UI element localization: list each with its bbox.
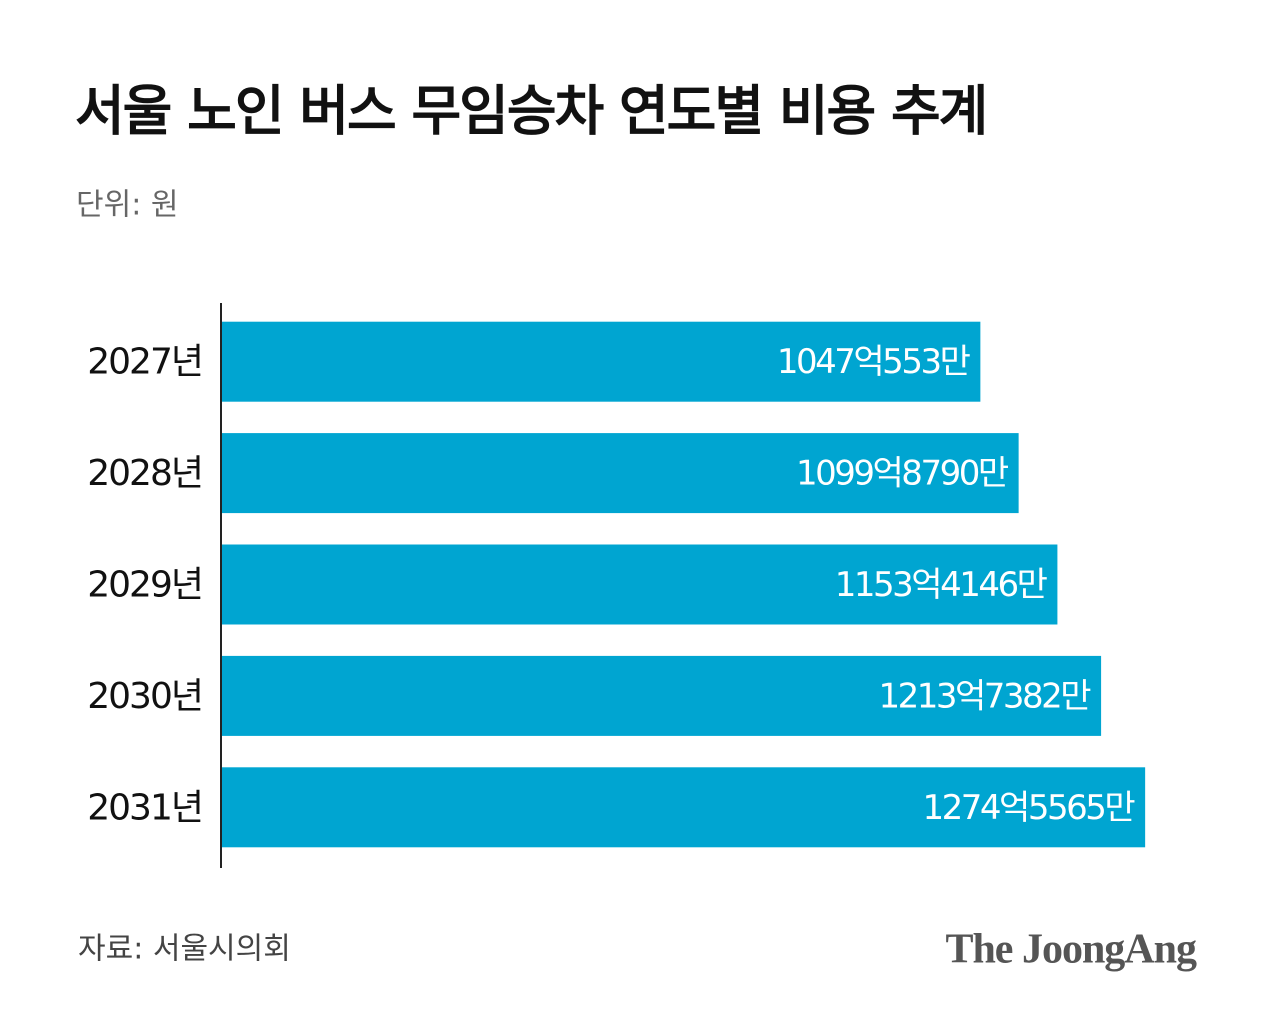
brand-logo: The JoongAng <box>945 927 1197 973</box>
value-label: 1153억4146만 <box>835 565 1048 605</box>
y-tick-label: 2027년 <box>87 342 202 383</box>
value-label: 1047억553만 <box>777 342 971 382</box>
unit-note: 단위: 원 <box>76 188 178 223</box>
y-tick-label: 2029년 <box>87 565 202 606</box>
y-tick-label: 2031년 <box>87 787 202 828</box>
bar <box>222 433 1019 514</box>
chart-title: 서울 노인 버스 무임승차 연도별 비용 추계 <box>75 80 986 143</box>
source-note: 자료: 서울시의회 <box>78 932 291 967</box>
value-label: 1099억8790만 <box>796 454 1009 494</box>
value-label: 1274억5565만 <box>923 788 1136 828</box>
y-tick-label: 2030년 <box>87 676 202 717</box>
bar <box>222 544 1058 625</box>
y-tick-label: 2028년 <box>87 453 202 494</box>
value-label: 1213억7382만 <box>878 676 1091 716</box>
bar <box>222 767 1146 848</box>
bar <box>222 321 981 402</box>
bar <box>222 655 1102 736</box>
